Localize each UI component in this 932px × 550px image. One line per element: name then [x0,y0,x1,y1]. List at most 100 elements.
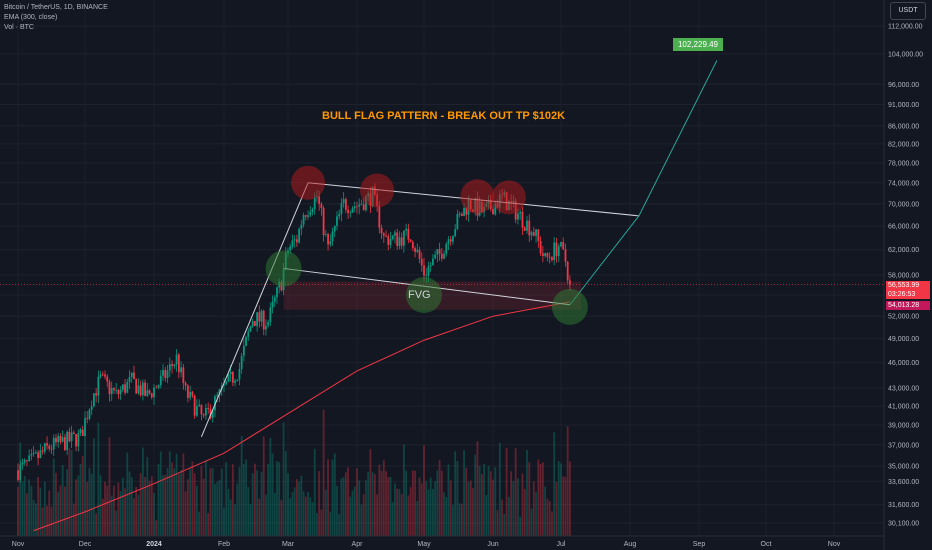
volume-bar [454,451,457,536]
candle-body [121,384,124,390]
candle-body [126,382,129,393]
volume-bar [449,480,452,536]
candle-body [59,435,62,442]
candle-body [234,380,236,383]
volume-bar [227,489,230,536]
volume-bar [289,498,292,536]
candle-body [108,381,111,395]
candle-body [267,322,270,326]
volume-bar [205,460,207,536]
volume-bar [225,462,228,536]
volume-bar [166,468,169,536]
candle-body [202,414,205,416]
candle-body [447,239,450,245]
candle-body [438,249,441,254]
volume-bar [66,469,69,536]
candle-body [150,393,153,398]
candle-body [110,388,113,395]
volume-bar [93,438,95,536]
candle-body [133,372,135,380]
y-tick-label: 96,000.00 [888,82,919,89]
y-tick-label: 66,000.00 [888,224,919,231]
volume-bar [59,485,62,536]
candle-body [300,224,303,229]
candle-body [41,450,44,452]
candle-body [519,211,522,214]
candle-body [48,445,51,449]
candle-body [64,437,66,450]
chart-legend: Bitcoin / TetherUS, 1D, BINANCE EMA (300… [4,3,108,33]
candle-body [521,211,524,228]
candle-body [465,207,468,215]
candle-body [216,394,219,397]
candle-body [245,336,247,346]
volume-bar [318,471,321,536]
currency-button[interactable]: USDT [890,2,926,20]
volume-bar [503,514,506,536]
volume-bar [86,481,89,536]
volume-bar [57,491,60,536]
candle-body [385,235,387,237]
candle-body [148,390,151,394]
y-tick-label: 78,000.00 [888,160,919,167]
legend-volume[interactable]: Vol · BTC [4,24,34,31]
candle-body [28,455,31,461]
candle-body [57,435,60,443]
y-tick-label: 46,000.00 [888,360,919,367]
legend-ema[interactable]: EMA (300, close) [4,14,58,21]
candle-body [304,215,307,217]
volume-bar [535,492,537,536]
volume-bar [418,477,421,536]
legend-symbol[interactable]: Bitcoin / TetherUS, 1D, BINANCE [4,4,108,11]
volume-bar [153,493,155,536]
volume-bar [376,494,378,536]
candle-body [182,367,185,384]
volume-bar [300,475,303,536]
volume-bar [173,468,176,536]
candle-body [249,326,252,332]
candle-body [238,368,241,380]
x-tick-label: Feb [218,541,230,548]
volume-bar [55,472,57,536]
volume-bar [349,496,352,536]
countdown-tag: 03:26:53 [886,290,930,299]
candle-body [193,395,196,416]
volume-bar [517,478,519,536]
volume-bar [423,445,425,536]
volume-bar [133,498,135,536]
volume-bar [240,435,243,536]
y-tick-label: 91,000.00 [888,102,919,109]
volume-bar [141,447,144,536]
volume-bar [287,473,289,536]
candle-body [526,220,528,231]
volume-bar [469,480,472,536]
candle-body [551,257,553,261]
volume-bar [30,485,33,536]
candle-body [291,240,294,247]
candle-body [537,229,540,241]
volume-bar [200,466,203,536]
candle-body [106,376,109,382]
candle-body [553,242,556,261]
volume-bar [438,459,441,536]
candle-body [81,429,84,437]
volume-bar [231,464,234,536]
volume-bar [256,470,259,536]
volume-bar [46,505,48,536]
volume-bar [253,463,256,536]
candle-body [66,431,69,450]
candle-body [236,379,239,381]
candle-body [113,388,115,391]
volume-bar [409,487,412,536]
volume-bar [271,453,274,536]
volume-bar [320,509,323,536]
volume-bar [238,467,241,536]
candle-body [349,212,352,214]
volume-bar [117,482,120,536]
volume-bar [168,451,171,536]
volume-bar [405,470,408,536]
candle-body [458,213,461,215]
candle-body [104,374,106,377]
candle-body [443,253,445,259]
